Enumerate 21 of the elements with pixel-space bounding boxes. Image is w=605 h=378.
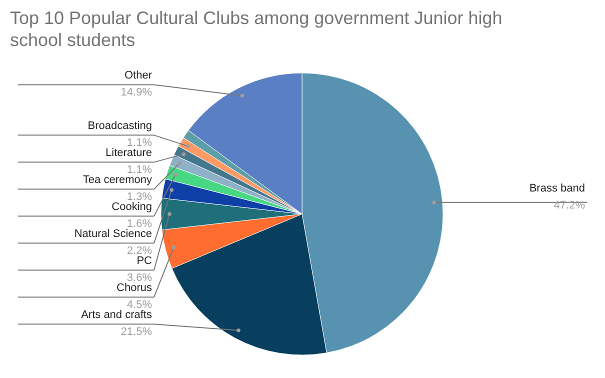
data-label: 4.5% xyxy=(126,299,152,312)
data-label: 21.5% xyxy=(120,326,152,338)
data-label: 1.1% xyxy=(126,137,152,150)
data-label: 2.2% xyxy=(126,245,152,258)
slice-label: Other xyxy=(124,70,152,82)
slice-label: Brass band xyxy=(529,182,585,194)
data-label: 1.3% xyxy=(126,191,152,204)
data-label: 14.9% xyxy=(120,86,152,99)
data-label: 47.2% xyxy=(554,199,586,212)
slice-label: Literature xyxy=(106,147,152,160)
slice-label: Natural Science xyxy=(74,228,152,240)
slice-label: PC xyxy=(136,255,152,268)
slice-label: Arts and crafts xyxy=(81,309,152,322)
data-label: 1.1% xyxy=(126,164,152,176)
slice-label: Broadcasting xyxy=(88,120,152,132)
slice-label: Cooking xyxy=(112,201,152,214)
data-label: 1.6% xyxy=(126,218,152,230)
chart-title: Top 10 Popular Cultural Clubs among government Junior high school students xyxy=(10,8,502,50)
data-label: 3.6% xyxy=(126,272,152,284)
slice-label: Tea ceremony xyxy=(82,174,152,186)
slice-label: Chorus xyxy=(116,282,152,294)
